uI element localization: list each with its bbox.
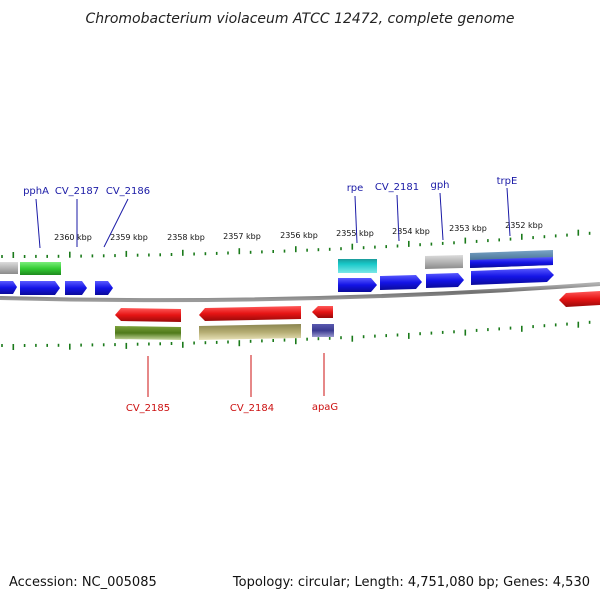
leader-line-gph <box>439 192 444 241</box>
forward-cds <box>65 281 87 295</box>
forward-cds-track <box>0 268 554 295</box>
reverse-cds <box>559 291 600 307</box>
gene-label-pphA: pphA <box>23 186 49 197</box>
scale-label-2355: 2355 kbp <box>336 229 374 238</box>
bottom-gene-labels: CV_2185 CV_2184 apaG <box>126 353 338 414</box>
scale-labels: 2360 kbp 2359 kbp 2358 kbp 2357 kbp 2356… <box>54 221 543 242</box>
trpE-feature-blue <box>470 257 553 268</box>
scale-label-2353: 2353 kbp <box>449 224 487 233</box>
lower-tick-ruler <box>1 320 591 350</box>
scale-label-2360: 2360 kbp <box>54 233 92 242</box>
scale-label-2352: 2352 kbp <box>505 221 543 230</box>
scale-label-2357: 2357 kbp <box>223 232 261 241</box>
gene-label-cv2185: CV_2185 <box>126 403 170 414</box>
forward-cds <box>426 273 464 288</box>
chromosome-backbone <box>0 282 600 303</box>
rpe-feature <box>338 259 377 273</box>
gene-label-trpE: trpE <box>497 176 518 187</box>
scale-label-2354: 2354 kbp <box>392 227 430 236</box>
gene-label-cv2181: CV_2181 <box>375 182 419 193</box>
reverse-cds <box>199 306 301 321</box>
gene-label-cv2187: CV_2187 <box>55 186 99 197</box>
reverse-cds-track <box>115 291 600 322</box>
gene-label-cv2184: CV_2184 <box>230 403 274 414</box>
forward-cds <box>338 278 377 292</box>
forward-cds <box>20 281 60 295</box>
reverse-cds <box>115 308 181 322</box>
scale-label-2356: 2356 kbp <box>280 231 318 240</box>
reverse-cds <box>312 306 333 318</box>
topology-text: Topology: circular; Length: 4,751,080 bp… <box>232 575 590 590</box>
scale-label-2358: 2358 kbp <box>167 233 205 242</box>
leader-line-cv2186 <box>103 198 129 248</box>
forward-cds <box>471 268 554 285</box>
leader-line-pphA <box>35 198 41 249</box>
gene-label-apaG: apaG <box>312 402 338 413</box>
leader-line-cv2181 <box>396 194 400 242</box>
accession-text: Accession: NC_005085 <box>9 575 157 590</box>
map-title: Chromobacterium violaceum ATCC 12472, co… <box>85 11 514 27</box>
leader-line-rpe <box>354 195 358 244</box>
forward-cds <box>380 275 422 290</box>
lower-feature-track <box>115 324 334 340</box>
gph-feature <box>425 255 463 269</box>
forward-cds <box>95 281 113 295</box>
gene-label-rpe: rpe <box>347 183 364 194</box>
top-gene-labels: pphA CV_2187 CV_2186 rpe CV_2181 gph trp… <box>23 176 518 249</box>
pphA-feature <box>20 262 61 275</box>
gray-feature-left <box>0 262 18 274</box>
upper-feature-track <box>0 250 553 275</box>
gene-label-gph: gph <box>430 180 449 191</box>
cv2185-feature <box>115 326 181 340</box>
scale-label-2359: 2359 kbp <box>110 233 148 242</box>
apaG-feature <box>312 324 334 337</box>
forward-cds <box>0 281 17 294</box>
gene-label-cv2186: CV_2186 <box>106 186 150 197</box>
cv2184-feature <box>199 324 301 340</box>
upper-tick-ruler <box>1 229 591 258</box>
leader-line-trpE <box>506 187 511 237</box>
